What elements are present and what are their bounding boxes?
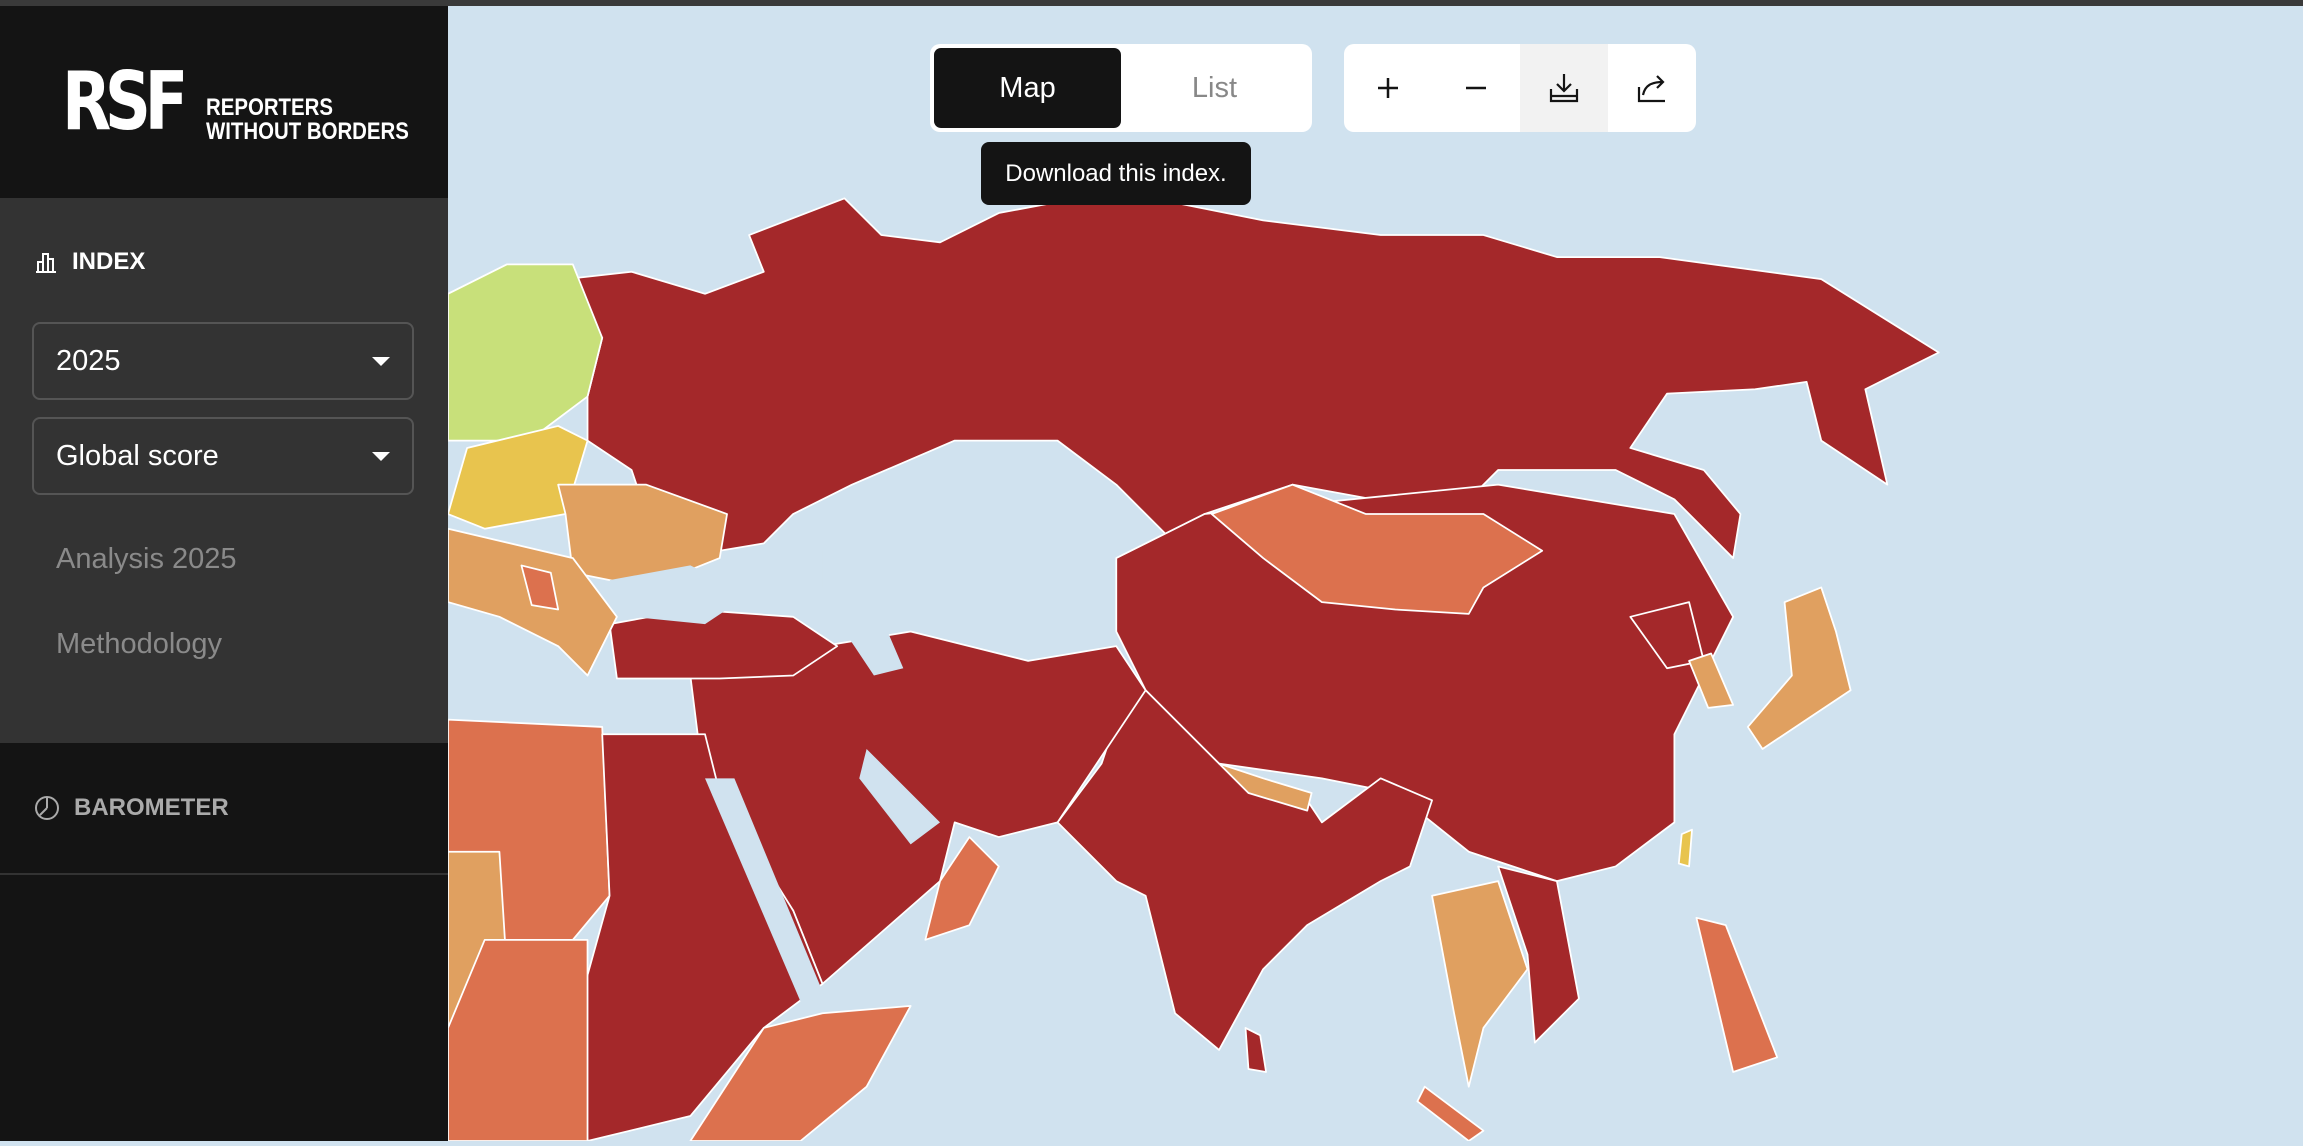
year-select-value: 2025 (56, 344, 121, 377)
logo-mark: RSF (62, 55, 188, 148)
serbia[interactable] (520, 564, 560, 611)
persian-gulf (859, 748, 941, 845)
tab-list[interactable]: List (1191, 71, 1238, 104)
map-svg[interactable] (447, 6, 2303, 1142)
taiwan[interactable] (1677, 828, 1693, 868)
philippines[interactable] (1695, 916, 1779, 1073)
index-label: INDEX (72, 248, 146, 275)
indonesia[interactable] (1416, 1085, 1485, 1142)
gauge-icon (35, 796, 59, 820)
share-icon (1637, 75, 1665, 103)
nepal[interactable] (1218, 762, 1313, 812)
download-icon (1549, 74, 1579, 103)
barometer-section[interactable]: BAROMETER (0, 743, 448, 875)
russia-central-asia[interactable] (564, 190, 1940, 559)
thailand[interactable] (1431, 880, 1529, 1088)
year-select[interactable]: 2025 (32, 322, 414, 400)
link-analysis[interactable]: Analysis 2025 (56, 543, 237, 575)
japan[interactable] (1746, 586, 1852, 750)
logo-line2: WITHOUT BORDERS (205, 118, 409, 145)
zoom-out-button[interactable] (1432, 44, 1520, 132)
mongolia[interactable] (1210, 483, 1544, 615)
south-korea[interactable] (1688, 652, 1735, 709)
barometer-label: BAROMETER (74, 794, 229, 821)
zoom-in-button[interactable] (1344, 44, 1432, 132)
scandinavia[interactable] (447, 263, 604, 442)
map-toolbar (1344, 44, 1696, 132)
download-button[interactable] (1520, 44, 1608, 132)
download-tooltip: Download this index. (981, 142, 1251, 205)
plus-icon (1378, 78, 1398, 98)
turkey[interactable] (608, 608, 839, 680)
caspian-sea (822, 550, 904, 676)
caret-down-icon (372, 356, 390, 366)
world-map[interactable]: Map List Download this index. (447, 6, 2303, 1142)
sri-lanka[interactable] (1244, 1027, 1267, 1073)
vietnam[interactable] (1497, 865, 1580, 1044)
window-top-border (0, 0, 2303, 6)
india[interactable] (1056, 674, 1433, 1051)
link-methodology[interactable]: Methodology (56, 628, 223, 660)
oman-yemen[interactable] (924, 836, 1000, 941)
tab-map[interactable]: Map (934, 48, 1121, 128)
red-sea (705, 778, 826, 1002)
index-section: INDEX 2025 Global score Analysis 2025 Me… (0, 198, 448, 743)
score-select-value: Global score (56, 439, 219, 472)
minus-icon (1466, 86, 1486, 90)
index-heading[interactable]: INDEX (0, 248, 448, 276)
caret-down-icon (372, 451, 390, 461)
rsf-logo[interactable]: RSF REPORTERS WITHOUT BORDERS (0, 6, 448, 198)
score-select[interactable]: Global score (32, 417, 414, 495)
bar-chart-icon (36, 253, 56, 273)
view-toggle: Map List (930, 44, 1312, 132)
logo-line1: REPORTERS (205, 94, 333, 121)
black-sea (609, 565, 750, 625)
share-button[interactable] (1608, 44, 1696, 132)
sidebar: RSF REPORTERS WITHOUT BORDERS INDEX 2025 … (0, 6, 448, 1141)
